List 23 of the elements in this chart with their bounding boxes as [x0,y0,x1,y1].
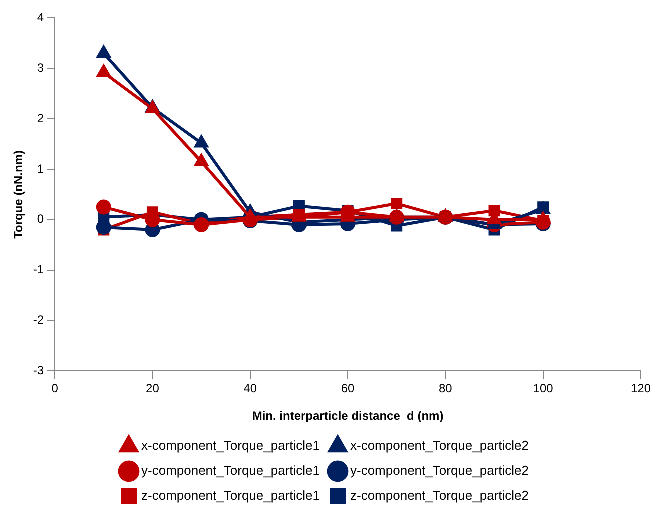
y-tick-label: 1 [37,162,44,176]
x-tick-label: 80 [439,382,453,396]
x-axis-title: Min. interparticle distance d (nm) [252,409,444,424]
legend-label: z-component_Torque_particle1 [142,488,320,504]
y-tick-label: 0 [37,212,44,226]
y-tick-label: -2 [33,313,44,328]
x-tick-label: 20 [146,382,160,396]
x-tick-label: 120 [630,382,652,396]
y-tick-label: -1 [33,262,44,277]
legend-label: z-component_Torque_particle2 [350,488,529,504]
legend-label: x-component_Torque_particle2 [350,438,529,454]
y-axis-title: Torque (nN.nm) [12,150,26,239]
y-tick-label: 3 [37,60,44,75]
x-tick-label: 0 [52,382,59,396]
x-tick-label: 40 [244,382,258,396]
legend-label: x-component_Torque_particle1 [142,438,320,454]
x-tick-label: 100 [533,382,554,396]
x-tick-label: 60 [341,382,356,396]
y-tick-label: -3 [33,364,44,378]
y-tick-label: 2 [37,111,44,126]
y-tick-label: 4 [37,10,44,25]
legend-label: y-component_Torque_particle1 [142,463,320,478]
legend-label: y-component_Torque_particle2 [350,463,529,478]
